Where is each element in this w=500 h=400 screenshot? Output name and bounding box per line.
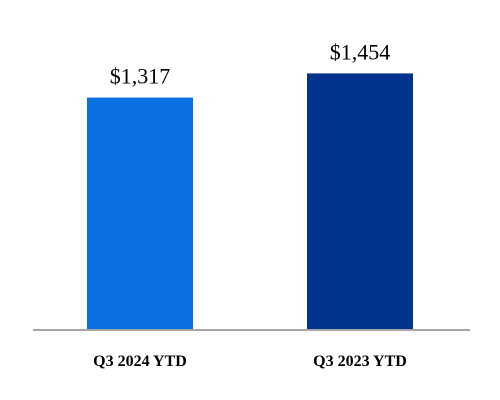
bar-2 (307, 73, 413, 330)
labels-group: $1,317 Q3 2024 YTD $1,454 Q3 2023 YTD (93, 39, 407, 370)
category-label-2: Q3 2023 YTD (313, 353, 407, 370)
category-label-1: Q3 2024 YTD (93, 353, 187, 370)
bars-group (87, 73, 413, 331)
bar-1 (87, 97, 193, 331)
bar-value-label-1: $1,317 (110, 64, 171, 89)
bar-value-label-2: $1,454 (330, 39, 391, 64)
